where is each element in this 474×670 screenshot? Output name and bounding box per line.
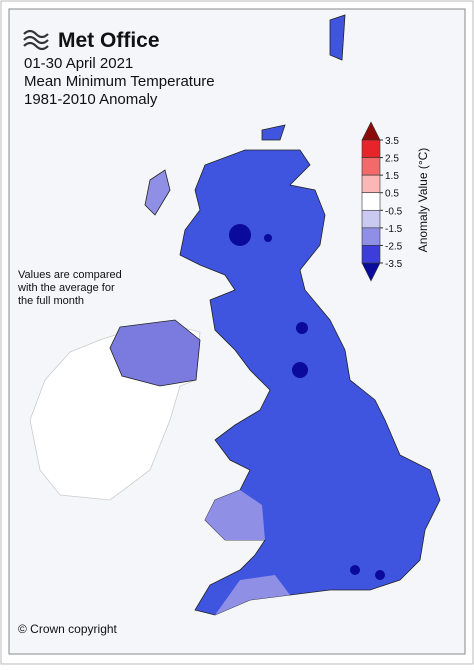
colorbar-tick-label: 1.5 [385,171,399,182]
variable: Mean Minimum Temperature [24,73,215,90]
cold-spot [350,565,360,575]
logo-text: Met Office [58,29,160,52]
colorbar-segment [361,209,381,229]
colorbar-segment [361,192,381,211]
cold-spot [229,224,251,246]
colorbar: 3.5 2.5 1.5 0.5 -0.5 -1.5 -2.5 -3.5 [361,121,403,282]
wales-south-west [205,490,290,615]
cold-spot [296,322,308,334]
colorbar-title: Anomaly Value (°C) [416,148,430,253]
logo-mark [23,29,49,51]
colorbar-segment [361,227,381,246]
colorbar-tick-label: -0.5 [385,206,403,217]
period: 01-30 April 2021 [24,55,133,72]
colorbar-tick-label: 3.5 [385,136,399,147]
colorbar-tick-label: 2.5 [385,154,399,165]
colorbar-tick-label: 0.5 [385,189,399,200]
note-line: the full month [18,295,84,307]
colorbar-tick-label: -2.5 [385,241,403,252]
copyright: © Crown copyright [18,622,118,636]
colorbar-segment [361,139,381,158]
note-line: Values are compared [18,269,122,281]
northern-ireland [109,319,201,387]
colorbar-segment [361,174,381,194]
baseline: 1981-2010 Anomaly [24,91,158,108]
colorbar-segment [361,157,381,176]
colorbar-tick-label: -1.5 [385,224,403,235]
hebrides [144,169,171,216]
cold-spot [375,570,385,580]
map [29,14,441,616]
cold-spot [292,362,308,378]
cold-spot [264,234,272,242]
note-line: with the average for [17,282,115,294]
colorbar-tick-label: -3.5 [385,259,403,270]
colorbar-segment [361,245,381,264]
orkney-shetland [261,14,346,141]
